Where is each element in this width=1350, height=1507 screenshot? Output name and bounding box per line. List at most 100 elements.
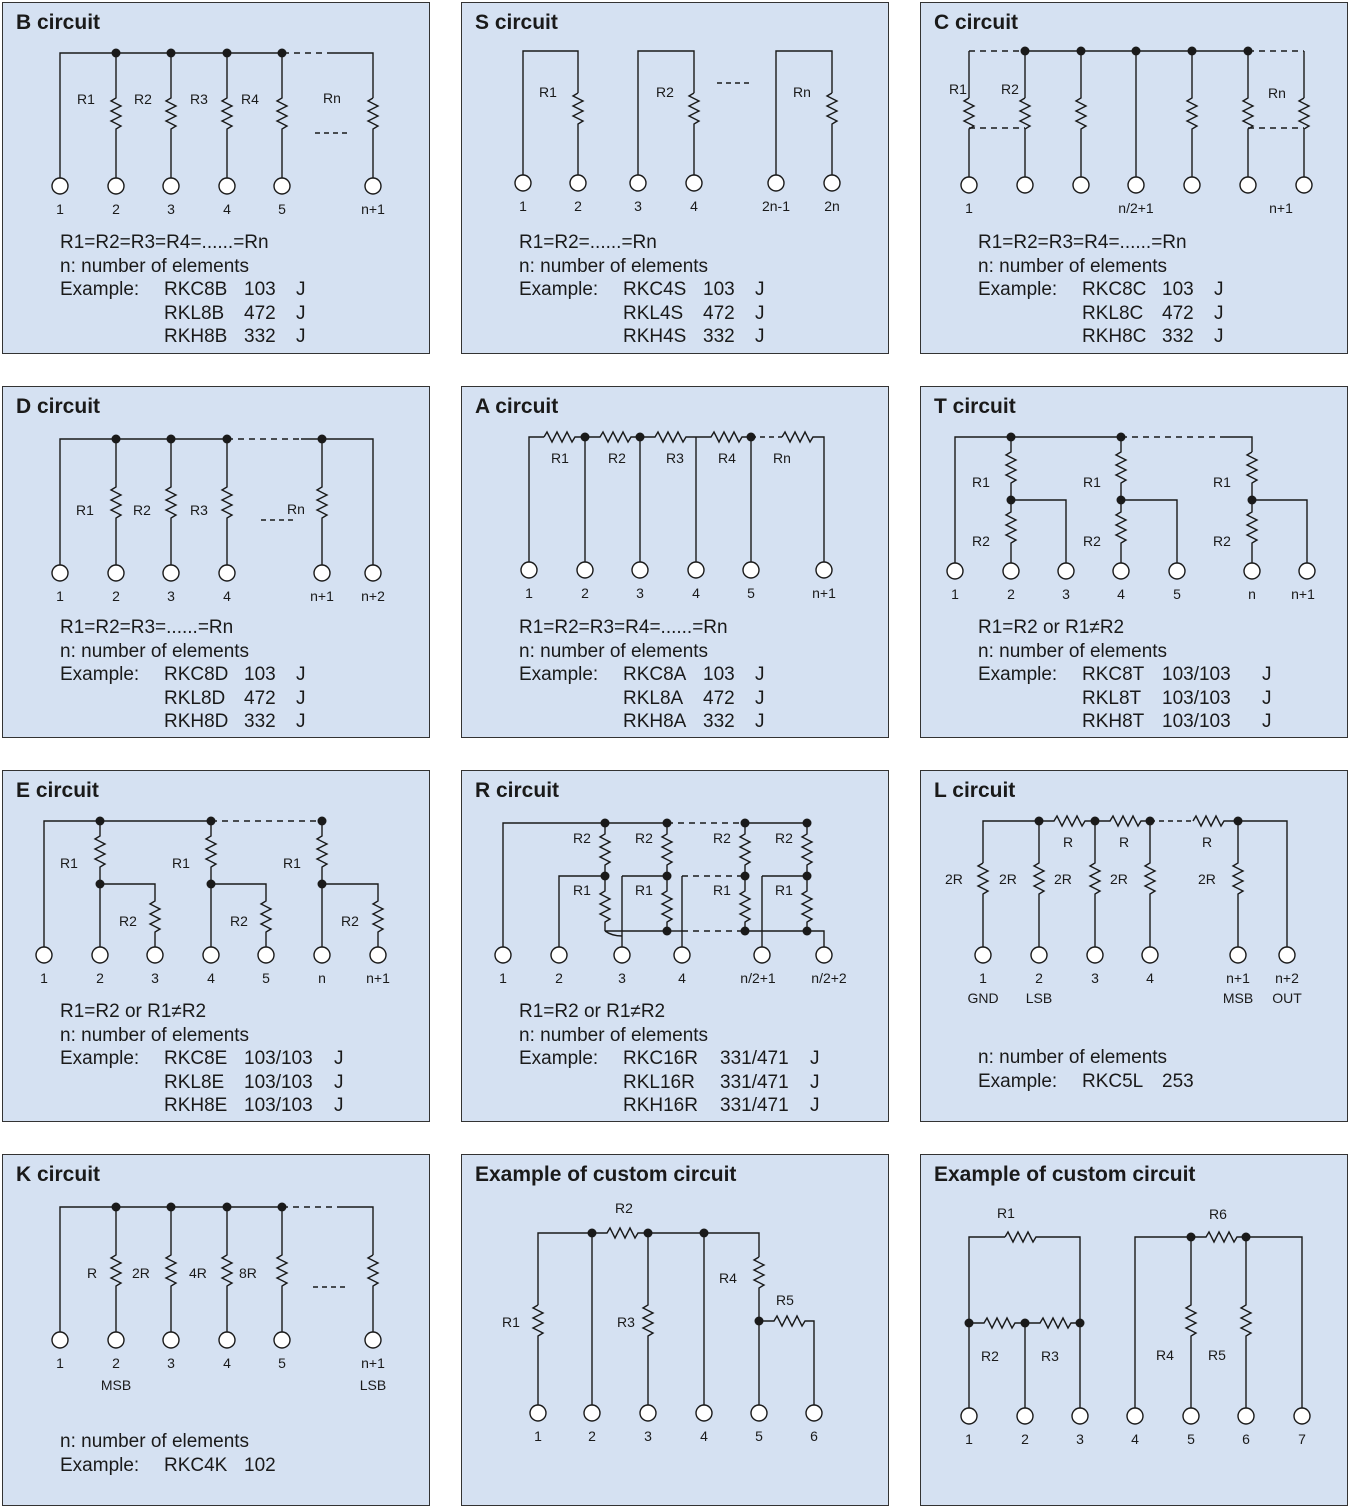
panel-r-circuit: R circuit — [461, 770, 889, 1122]
pin-sublabel-out: OUT — [1272, 990, 1302, 1006]
example-row: Example: RKC16R 331/471 J — [519, 1048, 820, 1069]
label-r1: R1 — [77, 91, 95, 107]
example-row: RKL16R 331/471 J — [623, 1071, 820, 1093]
panel-title: Example of custom circuit — [934, 1163, 1196, 1186]
label-2r: 2R — [1198, 871, 1216, 887]
label-rn: Rn — [323, 90, 341, 106]
label-r1: R1 — [713, 882, 731, 898]
pin-label: 2 — [574, 198, 582, 214]
panel-k-circuit: K circuit R 2R 4R 8R 1 2 3 4 5 n+1 MSB L… — [2, 1154, 430, 1506]
panel-title: R circuit — [475, 779, 560, 802]
panel-d-circuit: D circuit R1 R2 R3 Rn 1 2 3 4 n+1 n+2 R1… — [2, 386, 430, 738]
label-r: R — [1119, 834, 1129, 850]
pin-label: n — [318, 970, 326, 986]
pin-label: n+2 — [1275, 970, 1299, 986]
label-r3: R3 — [1041, 1348, 1059, 1364]
pin-label: 6 — [810, 1428, 818, 1444]
label-r1: R1 — [283, 855, 301, 871]
example-row: Example: RKC8T 103/103 J — [978, 664, 1272, 685]
pin-label: 3 — [618, 970, 626, 986]
pin-label: 5 — [747, 585, 755, 601]
spec-n: n: number of elements — [978, 640, 1168, 662]
label-r4: R4 — [719, 1270, 737, 1286]
example-row: RKH16R 331/471 J — [623, 1095, 820, 1116]
label-r1: R1 — [997, 1205, 1015, 1221]
panel-title: B circuit — [16, 11, 101, 34]
spec-block: R1=R2 or R1≠R2 n: number of elements Exa… — [60, 1000, 344, 1118]
pin-label: 7 — [1298, 1431, 1306, 1447]
pin-label: n/2+1 — [1118, 200, 1154, 216]
l-circuit-schematic: R R R 2R 2R 2R 2R 2R 1 2 3 4 n+1 n+2 GND… — [945, 814, 1302, 1006]
spec-equation: R1=R2=......=Rn — [519, 232, 657, 253]
pin-label: 3 — [634, 198, 642, 214]
spec-block: R1=R2=R3=R4=......=Rn n: number of eleme… — [978, 231, 1224, 349]
label-r2: R2 — [608, 450, 626, 466]
pin-label: 1 — [56, 201, 64, 217]
spec-block: n: number of elements Example: RKC4K 102 — [60, 1430, 276, 1477]
panel-title: E circuit — [16, 779, 99, 802]
label-2r: 2R — [1110, 871, 1128, 887]
label-r: R — [1202, 834, 1212, 850]
label-2r: 2R — [999, 871, 1017, 887]
pin-label: 5 — [278, 201, 286, 217]
panel-custom-circuit-1: Example of custom circuit R1 R2 R3 R4 R5… — [461, 1154, 889, 1506]
pin-label: 3 — [167, 1355, 175, 1371]
c-circuit-schematic: R1 R2 Rn 1 n/2+1 n+1 — [949, 46, 1313, 216]
label-r1: R1 — [76, 502, 94, 518]
pin-label: 2 — [112, 588, 120, 604]
example-row: RKL8E 103/103 J — [164, 1071, 344, 1093]
pin-sublabel-msb: MSB — [1223, 990, 1253, 1006]
pin-label: n — [1248, 586, 1256, 602]
panel-title: K circuit — [16, 1163, 101, 1186]
example-row: Example: RKC4S 103 J — [519, 279, 765, 300]
label-2r: 2R — [132, 1265, 150, 1281]
spec-block: R1=R2=R3=......=Rn n: number of elements… — [60, 616, 306, 734]
example-row: Example: RKC8D 103 J — [60, 664, 306, 685]
label-r2: R2 — [713, 830, 731, 846]
spec-equation: R1=R2 or R1≠R2 — [978, 617, 1125, 638]
pin-label: 1 — [979, 970, 987, 986]
pin-label: n+1 — [1226, 970, 1250, 986]
spec-n: n: number of elements — [978, 255, 1168, 277]
label-r: R — [87, 1265, 97, 1281]
label-r2: R2 — [981, 1348, 999, 1364]
d-circuit-schematic: R1 R2 R3 Rn 1 2 3 4 n+1 n+2 — [51, 434, 385, 604]
example-row: RKH8E 103/103 J — [164, 1095, 344, 1116]
label-r2: R2 — [119, 913, 137, 929]
pin-label: 3 — [167, 588, 175, 604]
spec-equation: R1=R2=R3=R4=......=Rn — [978, 232, 1187, 253]
label-r1: R1 — [972, 474, 990, 490]
pin-label: 2 — [1007, 586, 1015, 602]
spec-n: n: number of elements — [60, 255, 250, 277]
panel-title: S circuit — [475, 11, 558, 34]
example-row: RKH8A 332 J — [623, 711, 765, 732]
label-r1: R1 — [573, 882, 591, 898]
pin-label: n/2+1 — [740, 970, 776, 986]
label-r2: R2 — [635, 830, 653, 846]
label-2r: 2R — [945, 871, 963, 887]
label-r4: R4 — [718, 450, 736, 466]
e-circuit-schematic: R1 R2 R1 R2 R1 R2 1 2 3 4 5 n n+1 — [35, 816, 390, 986]
k-circuit-schematic: R 2R 4R 8R 1 2 3 4 5 n+1 MSB LSB — [51, 1202, 386, 1393]
spec-n: n: number of elements — [60, 640, 250, 662]
pin-label: 2 — [588, 1428, 596, 1444]
label-r2: R2 — [615, 1200, 633, 1216]
label-r2: R2 — [230, 913, 248, 929]
panel-title: L circuit — [934, 779, 1016, 802]
spec-block: R1=R2 or R1≠R2 n: number of elements Exa… — [978, 616, 1272, 734]
pin-label: n+2 — [361, 588, 385, 604]
label-r1: R1 — [775, 882, 793, 898]
pin-label: 3 — [151, 970, 159, 986]
pin-label: 2 — [96, 970, 104, 986]
label-r1: R1 — [539, 84, 557, 100]
pin-label: n+1 — [310, 588, 334, 604]
label-r2: R2 — [1213, 533, 1231, 549]
pin-label: 4 — [700, 1428, 708, 1444]
label-r5: R5 — [1208, 1347, 1226, 1363]
label-r2: R2 — [1001, 81, 1019, 97]
example-row: Example: RKC8A 103 J — [519, 664, 765, 685]
pin-label: 3 — [167, 201, 175, 217]
label-rn: Rn — [793, 84, 811, 100]
pin-label: 4 — [690, 198, 698, 214]
spec-n: n: number of elements — [60, 1431, 250, 1452]
